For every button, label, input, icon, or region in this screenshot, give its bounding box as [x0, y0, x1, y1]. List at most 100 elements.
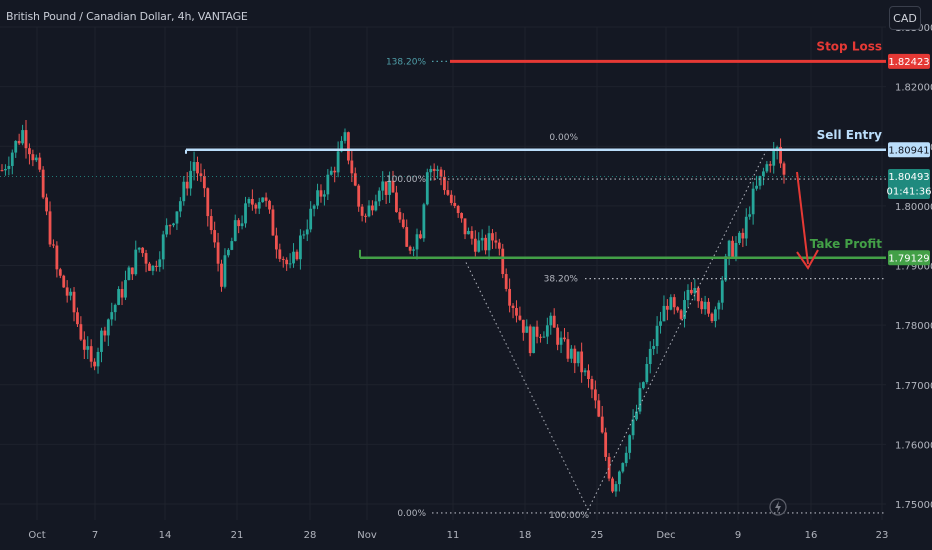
candle-body — [377, 190, 381, 202]
fib-label-entry: 0.00% — [549, 133, 578, 143]
candle-body — [168, 225, 172, 227]
candle-body — [323, 194, 326, 197]
sell-entry-price-tag: 1.80941 — [888, 145, 929, 156]
candle-body — [14, 140, 18, 153]
candle-body — [305, 229, 309, 235]
candle-body — [264, 197, 268, 201]
candle-body — [55, 245, 59, 270]
candle-body — [120, 289, 124, 298]
candle-body — [467, 230, 470, 235]
candle-body — [189, 170, 193, 189]
candle-body — [367, 205, 371, 217]
candle-body — [700, 301, 704, 310]
candle-body — [762, 171, 765, 176]
candle-body — [693, 288, 697, 294]
candle-body — [772, 150, 776, 166]
candle-body — [329, 170, 333, 175]
fib-label-100-bottom: 100.00% — [549, 511, 589, 521]
candle-body — [233, 220, 237, 242]
candle-body — [405, 227, 409, 247]
grid — [0, 26, 886, 520]
candle-body — [532, 326, 536, 354]
candle-body — [137, 247, 141, 250]
candle-body — [0, 170, 4, 172]
candle-body — [24, 130, 28, 149]
candle-body — [274, 235, 278, 250]
fib-label-100: 100.00% — [386, 175, 426, 185]
candle-body — [559, 337, 563, 345]
candle-body — [641, 382, 645, 389]
time-tick-label: Dec — [656, 530, 675, 541]
take-profit-price-tag-bg — [888, 250, 930, 266]
candle-body — [689, 289, 693, 294]
time-tick-label: 23 — [876, 530, 889, 541]
candle-body — [69, 291, 72, 296]
price-axis[interactable]: 1.830001.820001.810001.800001.790001.780… — [887, 23, 932, 511]
candle-body — [748, 214, 752, 217]
candle-body — [31, 154, 35, 161]
candle-body — [648, 348, 652, 365]
candle-body — [738, 232, 741, 243]
candle-body — [7, 165, 11, 169]
candle-body — [439, 169, 443, 177]
candle-body — [226, 249, 230, 256]
candle-body — [113, 304, 117, 313]
candle-body — [4, 168, 7, 171]
candle-body — [271, 209, 275, 236]
candle-body — [268, 200, 271, 210]
candle-body — [209, 216, 213, 231]
candle-body — [580, 351, 584, 373]
time-axis[interactable]: Oct 7 14 21 28 Nov 11 18 25 Dec 9 16 23 — [28, 530, 888, 541]
candle-body — [679, 310, 683, 319]
candle-body — [278, 249, 282, 259]
candle-body — [196, 162, 199, 174]
stop-loss-price-tag-bg — [888, 53, 930, 69]
fib-label-138: 138.20% — [386, 57, 426, 67]
candle-body — [587, 370, 590, 380]
candle-body — [717, 302, 721, 310]
price-tick-label: 1.77000 — [895, 381, 932, 392]
candle-body — [494, 240, 498, 243]
candle-body — [621, 463, 625, 472]
candle-body — [566, 339, 570, 359]
candle-body — [710, 313, 714, 322]
candle-body — [463, 218, 467, 235]
candle-body — [326, 174, 330, 195]
candle-body — [487, 233, 491, 251]
current-price-tag: 1.80493 — [888, 172, 929, 183]
candle-body — [21, 130, 24, 144]
candle-body — [148, 263, 151, 271]
currency-button[interactable]: CAD — [889, 6, 921, 30]
candle-body — [388, 180, 391, 195]
price-tick-label: 1.76000 — [895, 440, 932, 451]
stop-loss-label: Stop Loss — [816, 39, 882, 53]
time-tick-label: 11 — [447, 530, 460, 541]
candle-body — [525, 326, 529, 333]
candle-body — [86, 346, 90, 350]
candle-body — [220, 263, 223, 287]
candle-body — [477, 240, 481, 252]
candle-body — [511, 305, 515, 309]
sell-entry-label: Sell Entry — [817, 128, 883, 142]
time-tick-label: 28 — [304, 530, 317, 541]
candle-body — [247, 198, 251, 204]
take-profit-price-tag: 1.79129 — [888, 253, 929, 264]
candle-body — [593, 389, 597, 401]
candle-body — [600, 416, 604, 433]
candle-body — [165, 225, 169, 235]
candle-body — [614, 484, 618, 492]
candle-body — [573, 348, 577, 364]
candle-body — [384, 181, 388, 195]
time-tick-label: 9 — [735, 530, 741, 541]
candle-body — [223, 255, 227, 287]
candle-body — [110, 312, 114, 320]
candle-body — [172, 223, 175, 226]
price-tick-label: 1.80000 — [895, 202, 932, 213]
candle-body — [216, 242, 220, 264]
candle-body — [611, 478, 614, 492]
candle-body — [62, 275, 66, 288]
candle-body — [539, 336, 542, 338]
candle-body — [583, 370, 587, 373]
candle-body — [549, 315, 553, 326]
